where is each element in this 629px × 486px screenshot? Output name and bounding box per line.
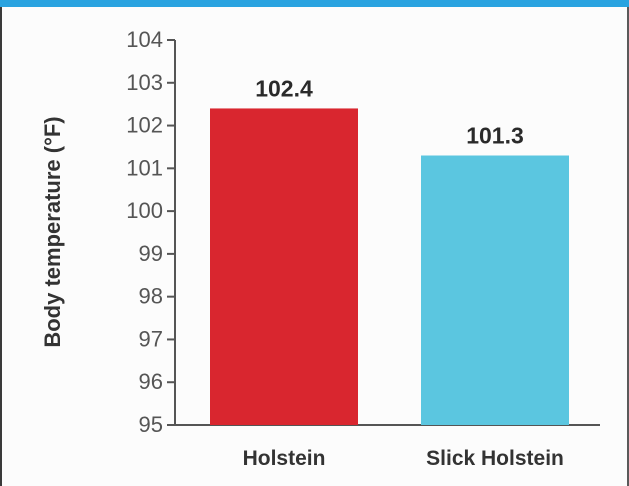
y-axis-title: Body temperature (°F) [40, 116, 65, 347]
y-tick-label: 95 [139, 412, 163, 437]
y-axis: 95 96 97 98 99 100 101 102 103 104 [126, 27, 600, 437]
right-border [627, 7, 629, 486]
category-labels: Holstein Slick Holstein [243, 447, 564, 470]
y-tick-label: 102 [126, 113, 163, 138]
y-tick-label: 100 [126, 198, 163, 223]
data-label: 102.4 [255, 75, 313, 101]
y-tick-label: 98 [139, 284, 163, 309]
y-tick-label: 101 [126, 155, 163, 180]
y-tick-label: 104 [126, 27, 163, 52]
bars [210, 108, 569, 425]
data-labels: 102.4 101.3 [255, 75, 524, 148]
top-accent-stripe [0, 0, 629, 7]
x-category-label: Holstein [243, 447, 326, 470]
y-tick-label: 103 [126, 70, 163, 95]
y-tick-label: 99 [139, 241, 163, 266]
bar-slick-holstein [421, 155, 569, 425]
x-category-label: Slick Holstein [426, 447, 564, 470]
y-tick-label: 96 [139, 369, 163, 394]
y-tick-label: 97 [139, 326, 163, 351]
left-border [0, 7, 2, 486]
data-label: 101.3 [466, 123, 524, 149]
bar-holstein [210, 108, 358, 425]
